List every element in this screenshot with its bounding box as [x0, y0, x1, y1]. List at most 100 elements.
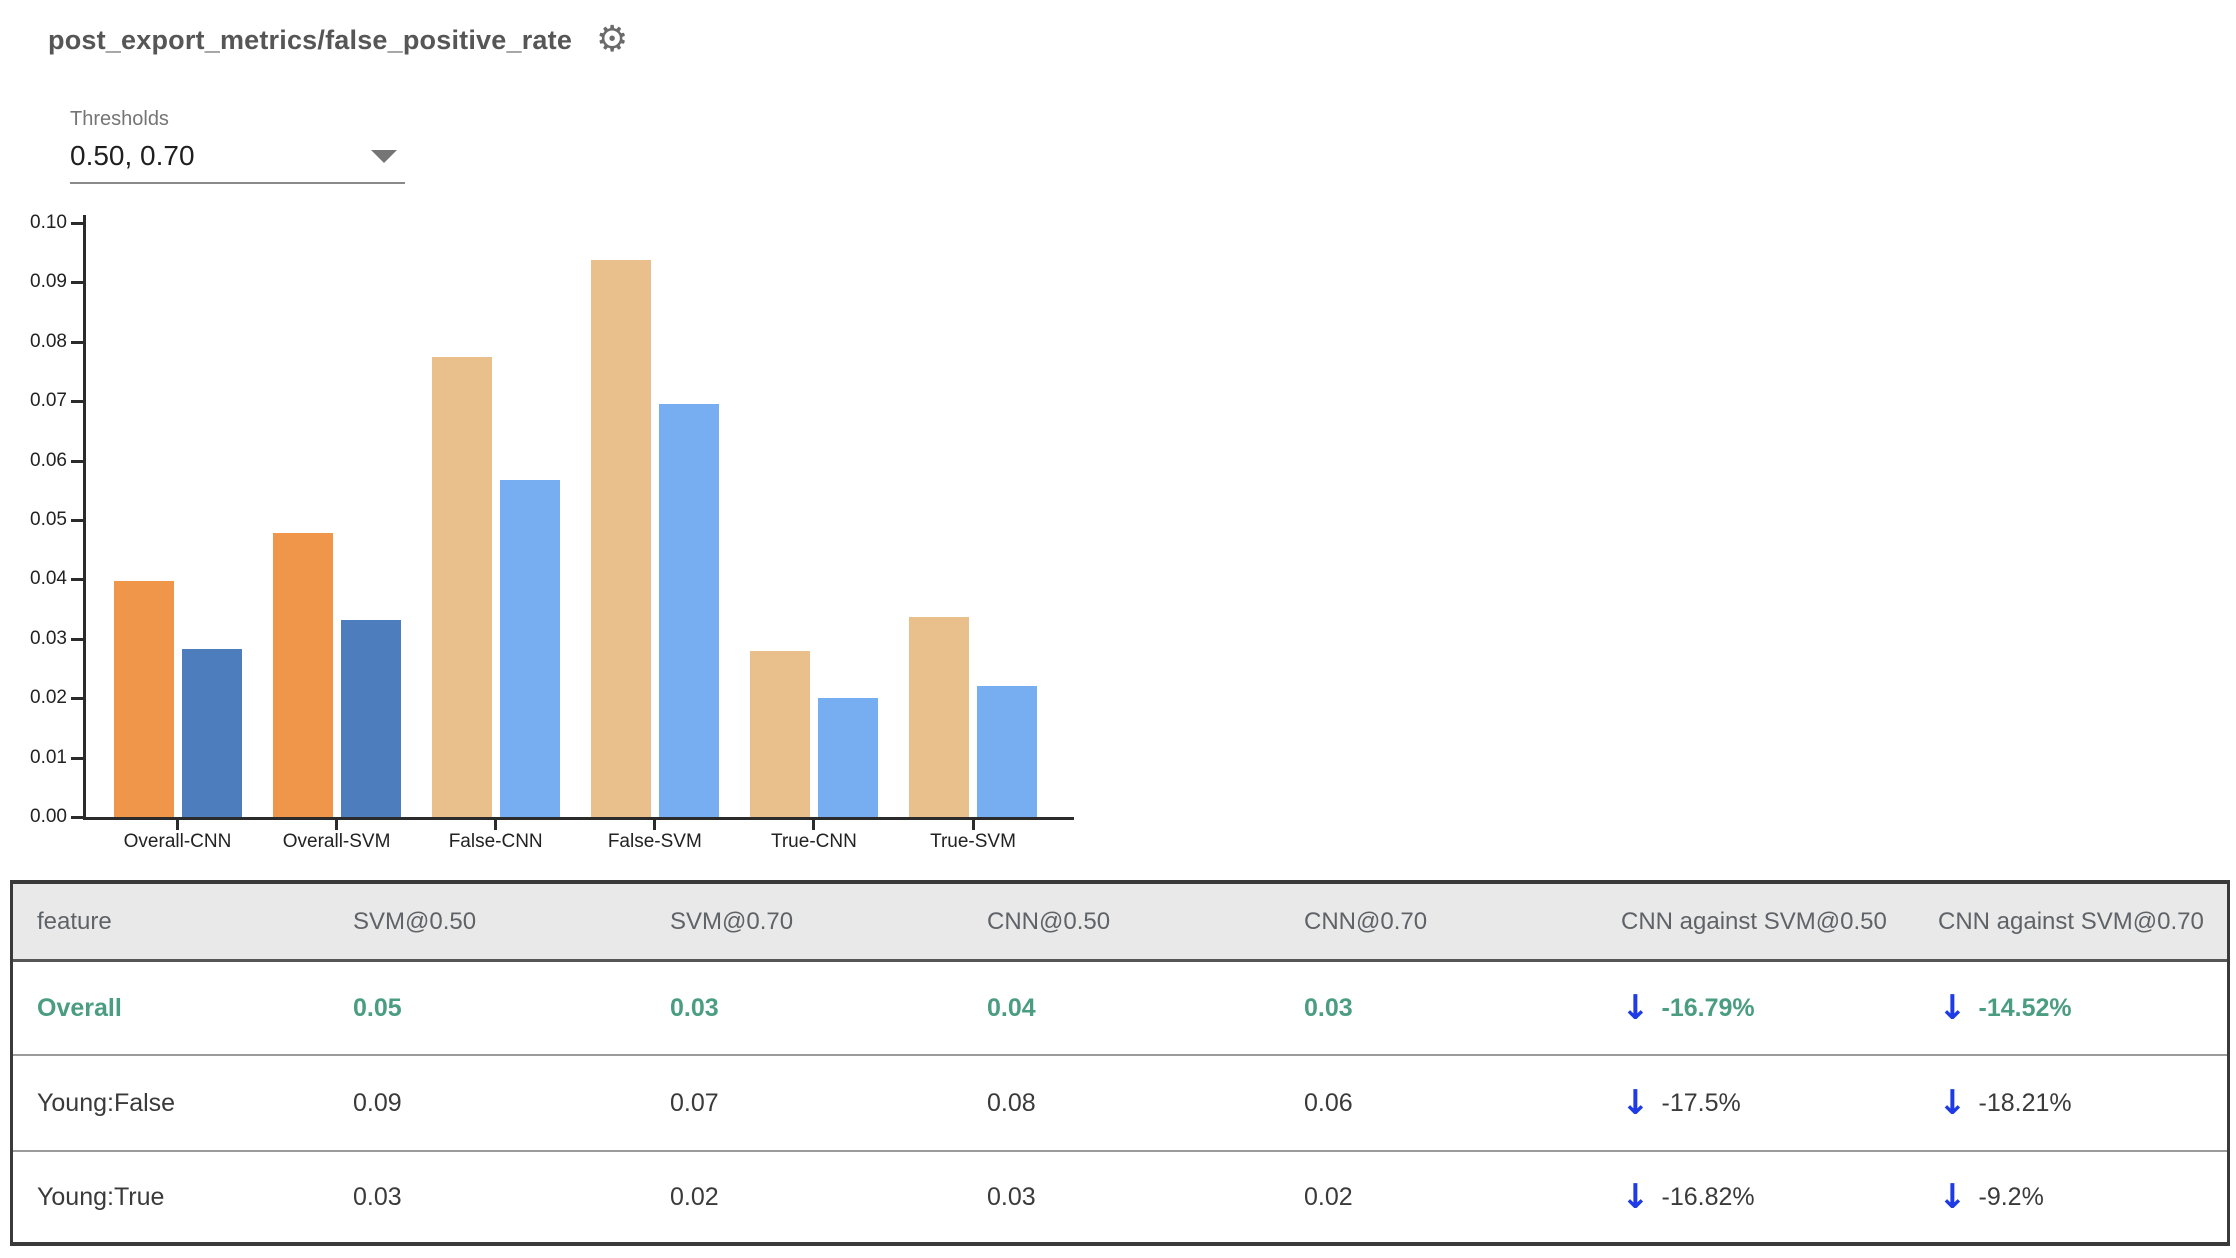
- column-header: CNN@0.50: [987, 907, 1111, 935]
- arrow-down-icon: ↓: [1938, 1083, 1967, 1123]
- table-header-row: feature SVM@0.50 SVM@0.70 CNN@0.50 CNN@0.70 C…: [13, 884, 2227, 962]
- metrics-table: feature SVM@0.50 SVM@0.70 CNN@0.50 CNN@0.70 C…: [10, 880, 2230, 1246]
- y-axis-tick: [71, 340, 84, 344]
- metric-value-cell: 0.06: [1304, 1088, 1353, 1117]
- x-axis-category-label: True-SVM: [930, 831, 1016, 852]
- bar-chart: 0.00 0.01 0.02 0.03 0.04 0.05 0.06 0.07 0.08 0.09…: [0, 200, 1120, 872]
- metric-value-cell: 0.04: [987, 993, 1036, 1022]
- comparison-cell: ↓ -9.2%: [1938, 1180, 2227, 1214]
- y-axis-tick-label: 0.03: [30, 627, 67, 649]
- bar-Overall-CNN-threshold0.50[interactable]: [113, 581, 174, 817]
- metric-value-cell: 0.02: [670, 1182, 719, 1211]
- x-axis-tick: [812, 820, 816, 830]
- delta-percentage: -17.5%: [1661, 1088, 1741, 1117]
- y-axis-line: [83, 215, 86, 820]
- metric-value-cell: 0.09: [353, 1088, 402, 1117]
- delta-percentage: -16.79%: [1661, 993, 1755, 1022]
- column-header: SVM@0.50: [353, 907, 477, 935]
- column-header: CNN@0.70: [1304, 907, 1428, 935]
- delta-percentage: -14.52%: [1978, 993, 2072, 1022]
- bar-False-CNN-threshold0.70[interactable]: [499, 480, 560, 817]
- y-axis-tick: [71, 816, 84, 819]
- metric-value-cell: 0.03: [1304, 993, 1353, 1022]
- delta-percentage: -9.2%: [1978, 1182, 2044, 1211]
- column-header: CNN against SVM@0.70: [1938, 907, 2204, 935]
- thresholds-label: Thresholds: [70, 108, 169, 130]
- comparison-cell: ↓ -14.52%: [1938, 991, 2227, 1025]
- comparison-cell: ↓ -16.82%: [1621, 1180, 1938, 1214]
- column-header: SVM@0.70: [670, 907, 794, 935]
- metric-value-cell: 0.03: [670, 993, 719, 1022]
- y-axis-tick-label: 0.02: [30, 687, 67, 709]
- x-axis-category-label: True-CNN: [770, 831, 857, 852]
- y-axis-tick-label: 0.09: [30, 271, 67, 293]
- thresholds-value: 0.50, 0.70: [70, 140, 195, 171]
- metric-value-cell: 0.02: [1304, 1182, 1353, 1211]
- x-axis-tick: [494, 820, 498, 830]
- table-row: Young:True 0.03 0.02 0.03 0.02 ↓ -16.82% ↓ -9.2%: [13, 1150, 2227, 1242]
- metric-header: post_export_metrics/false_positive_rate …: [48, 22, 628, 58]
- bar-False-SVM-threshold0.70[interactable]: [658, 404, 719, 817]
- column-header: feature: [37, 907, 112, 935]
- y-axis-tick-label: 0.05: [30, 509, 67, 530]
- metric-value-cell: 0.05: [353, 993, 402, 1022]
- table-row: Overall 0.05 0.03 0.04 0.03 ↓ -16.79% ↓ -14.52%: [13, 962, 2227, 1054]
- feature-cell: Young:True: [37, 1182, 165, 1211]
- arrow-down-icon: ↓: [1938, 988, 1967, 1028]
- bar-True-CNN-threshold0.50[interactable]: [749, 651, 810, 817]
- x-axis-line: [83, 817, 1074, 820]
- delta-percentage: -16.82%: [1661, 1182, 1755, 1211]
- arrow-down-icon: ↓: [1621, 1083, 1650, 1123]
- bar-False-SVM-threshold0.50[interactable]: [590, 260, 651, 817]
- arrow-down-icon: ↓: [1621, 1177, 1650, 1217]
- y-axis-tick-label: 0.07: [30, 390, 67, 412]
- x-axis-tick: [653, 820, 657, 830]
- metric-value-cell: 0.03: [353, 1182, 402, 1211]
- y-axis-tick-label: 0.04: [30, 568, 67, 590]
- bar-True-CNN-threshold0.70[interactable]: [817, 698, 878, 817]
- y-axis-tick: [71, 400, 84, 404]
- y-axis-tick: [71, 578, 84, 582]
- comparison-cell: ↓ -17.5%: [1621, 1086, 1938, 1120]
- x-axis-tick: [971, 820, 975, 830]
- y-axis-tick: [71, 697, 84, 701]
- feature-cell: Young:False: [37, 1088, 176, 1117]
- column-header: CNN against SVM@0.50: [1621, 907, 1887, 935]
- bar-True-SVM-threshold0.70[interactable]: [977, 686, 1037, 817]
- arrow-down-icon: ↓: [1621, 988, 1650, 1028]
- x-axis-category-label: False-CNN: [448, 831, 543, 852]
- feature-cell: Overall: [37, 993, 122, 1022]
- y-axis-tick: [71, 222, 84, 225]
- y-axis-tick: [71, 519, 84, 522]
- x-axis-tick: [176, 820, 179, 830]
- x-axis-category-label: Overall-CNN: [123, 831, 232, 852]
- bar-Overall-SVM-threshold0.50[interactable]: [272, 533, 333, 817]
- page-title: post_export_metrics/false_positive_rate: [48, 24, 573, 55]
- y-axis-tick: [71, 459, 84, 463]
- table-row: Young:False 0.09 0.07 0.08 0.06 ↓ -17.5% ↓ -18.2…: [13, 1054, 2227, 1150]
- bar-True-SVM-threshold0.50[interactable]: [909, 617, 969, 817]
- y-axis-tick-label: 0.10: [30, 212, 67, 233]
- y-axis-tick: [71, 756, 84, 760]
- y-axis-tick-label: 0.00: [30, 806, 67, 827]
- y-axis-tick-label: 0.08: [30, 330, 67, 352]
- x-axis-category-label: False-SVM: [607, 831, 702, 852]
- y-axis-tick-label: 0.01: [30, 746, 67, 768]
- x-axis-category-label: Overall-SVM: [282, 831, 391, 852]
- chevron-down-icon[interactable]: [371, 149, 397, 163]
- arrow-down-icon: ↓: [1938, 1177, 1967, 1217]
- x-axis-tick: [335, 820, 339, 830]
- metric-value-cell: 0.08: [987, 1088, 1036, 1117]
- y-axis-tick: [71, 637, 84, 641]
- bar-Overall-CNN-threshold0.70[interactable]: [181, 649, 242, 817]
- comparison-cell: ↓ -18.21%: [1938, 1086, 2227, 1120]
- bar-Overall-SVM-threshold0.70[interactable]: [340, 620, 401, 817]
- settings-gear-icon[interactable]: ⚙: [596, 19, 629, 60]
- y-axis-tick-label: 0.06: [30, 449, 67, 471]
- metric-value-cell: 0.07: [670, 1088, 719, 1117]
- comparison-cell: ↓ -16.79%: [1621, 991, 1938, 1025]
- thresholds-dropdown[interactable]: Thresholds 0.50, 0.70: [70, 108, 405, 184]
- metric-value-cell: 0.03: [987, 1182, 1036, 1211]
- bar-False-CNN-threshold0.50[interactable]: [431, 357, 492, 817]
- y-axis-tick: [71, 281, 84, 285]
